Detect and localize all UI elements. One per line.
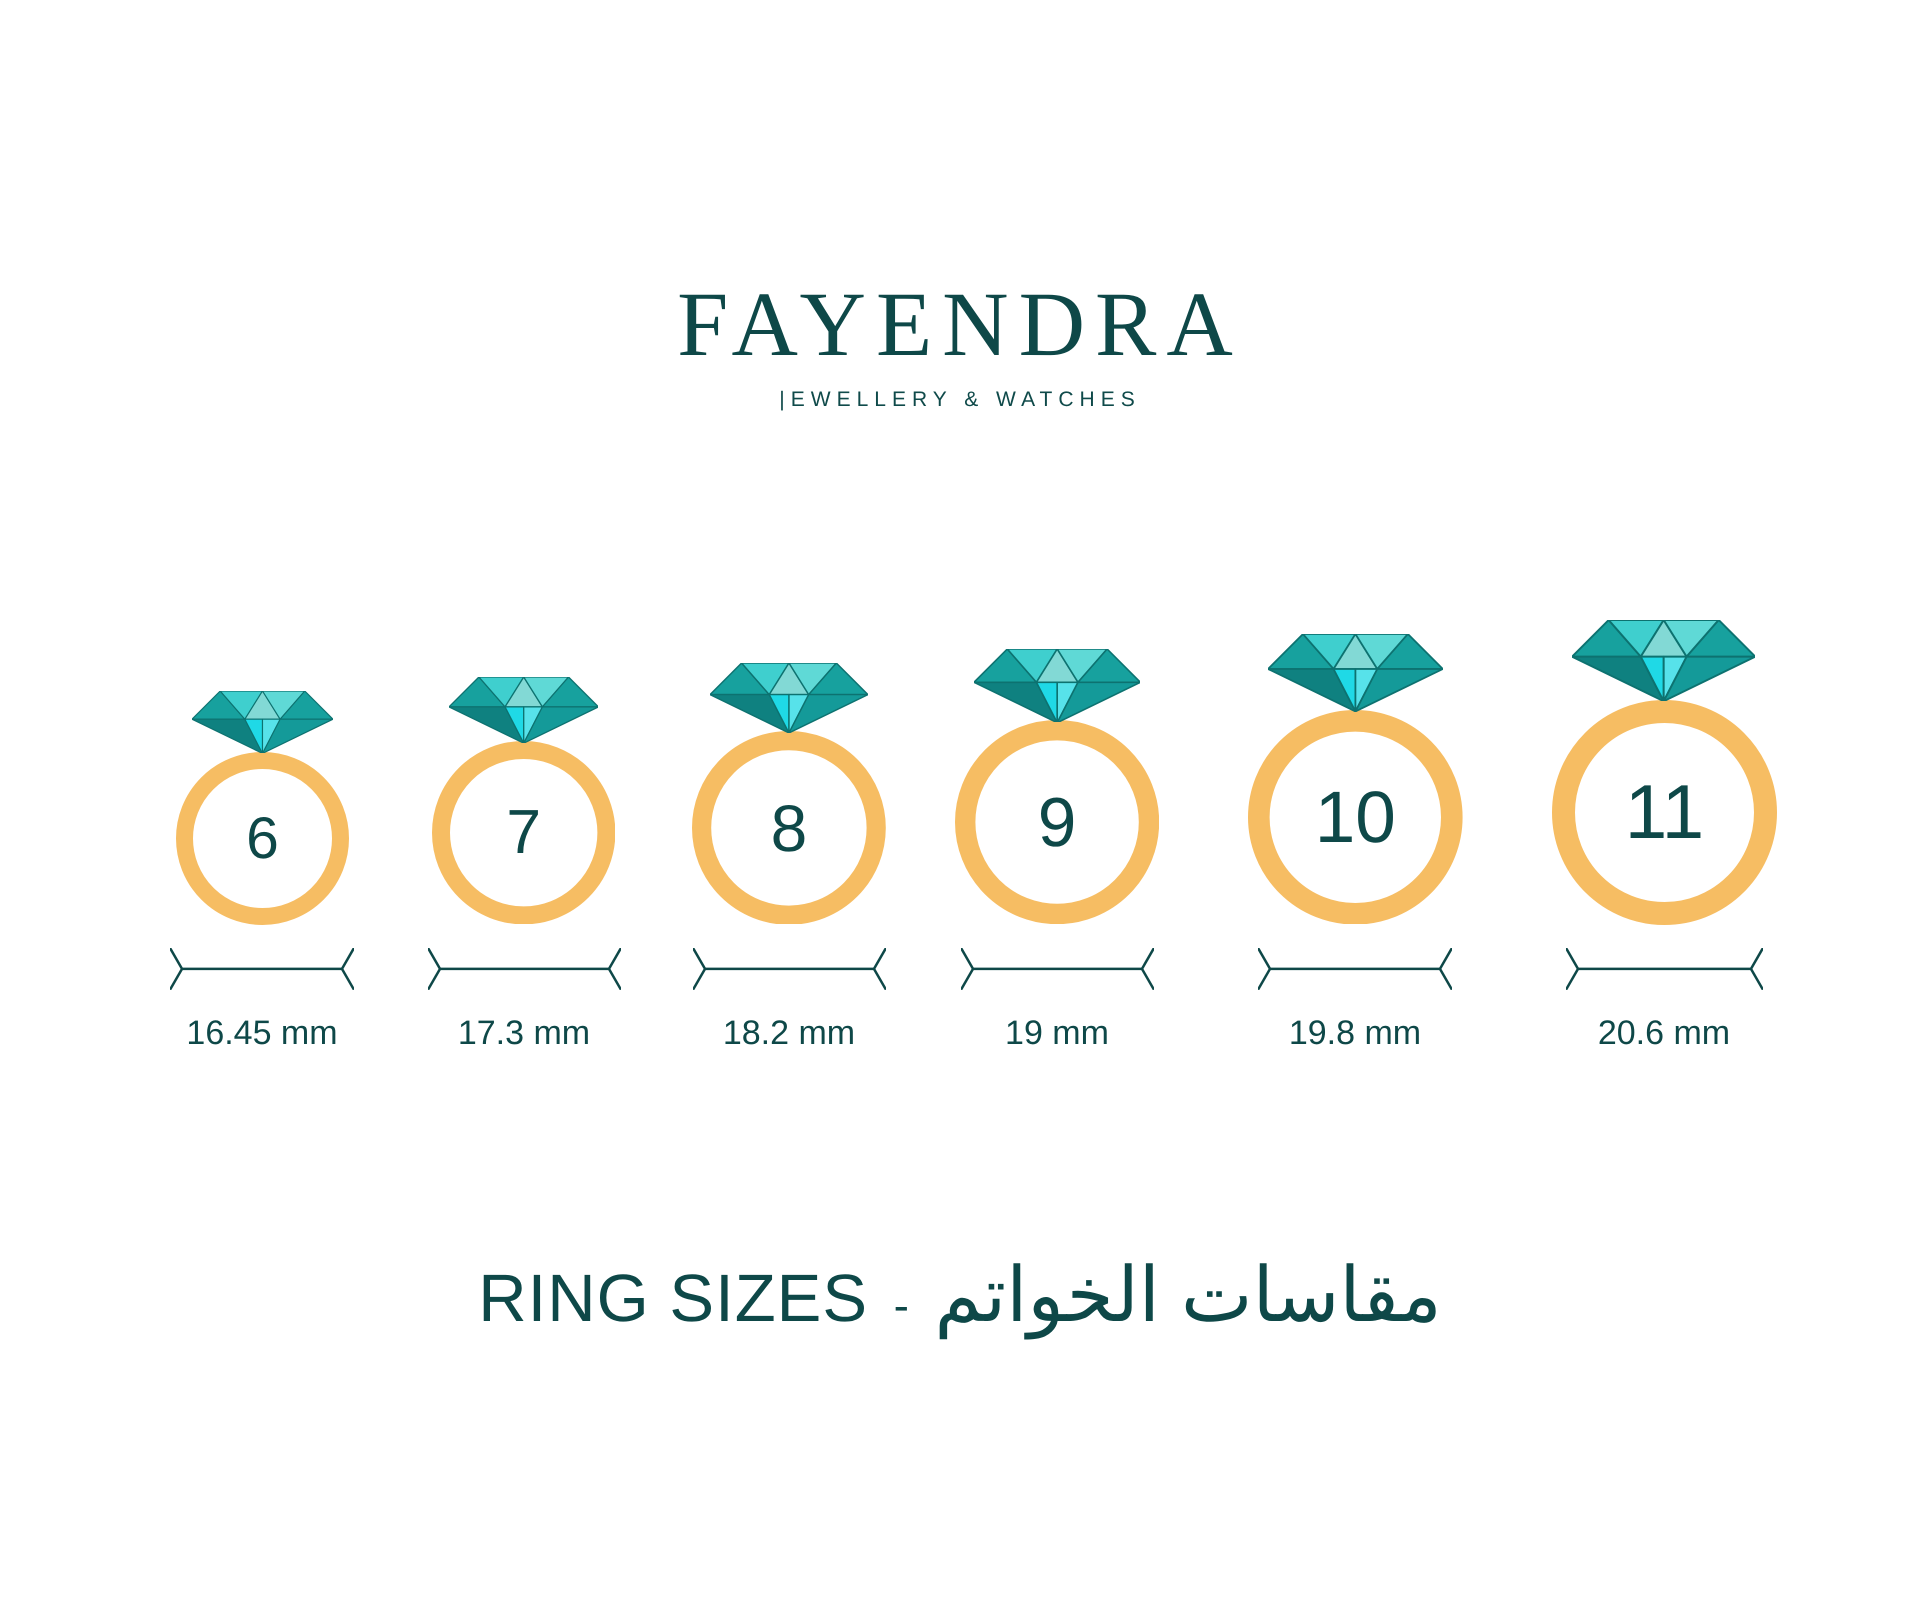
svg-text:11: 11: [1625, 770, 1704, 855]
svg-text:10: 10: [1315, 777, 1396, 858]
svg-text:6: 6: [246, 806, 279, 871]
svg-text:8: 8: [771, 791, 808, 865]
svg-text:9: 9: [1038, 783, 1077, 861]
svg-text:7: 7: [506, 798, 541, 867]
